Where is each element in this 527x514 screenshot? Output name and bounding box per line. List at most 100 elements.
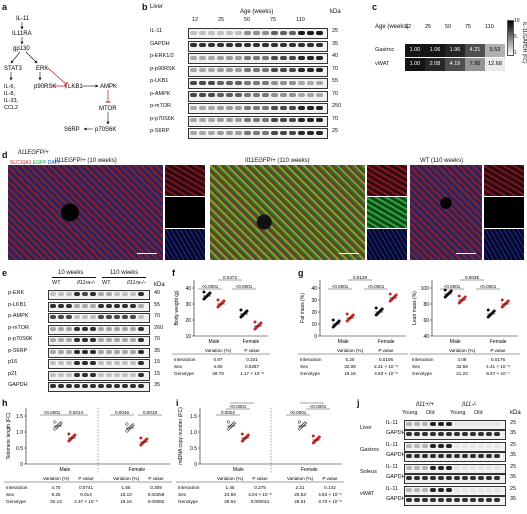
table-header: P value xyxy=(78,476,94,481)
blot-band xyxy=(114,315,120,319)
blot-band xyxy=(244,55,251,60)
d-inset-red-2 xyxy=(367,165,407,196)
j-kda: 35 xyxy=(510,474,517,480)
d-stain-b: EGFP xyxy=(32,160,47,166)
blot-band xyxy=(226,68,233,72)
table-header: P value xyxy=(244,348,260,353)
group-label: Male xyxy=(209,339,220,345)
blot-band xyxy=(122,315,128,319)
table-cell: 4.08 xyxy=(458,357,467,362)
y-tick-label: 20 xyxy=(311,310,317,316)
table-header: Variation (%) xyxy=(337,348,364,353)
blot-band xyxy=(414,454,420,458)
blot-band xyxy=(271,43,278,47)
blot-band xyxy=(253,30,260,35)
j-kda: 35 xyxy=(510,496,517,502)
data-point xyxy=(443,288,447,292)
table-cell: 0.0106 xyxy=(379,357,393,362)
blot-band xyxy=(199,93,206,97)
j-band-label: IL-11 xyxy=(386,420,399,426)
data-point xyxy=(457,294,461,298)
blot-band xyxy=(454,488,460,492)
blot-band xyxy=(217,43,224,47)
blot-band xyxy=(50,372,56,377)
panel-j-blot: Il11+/+ Il11-/- kDa Young Old Young Old Liv… xyxy=(360,402,525,512)
blot-band xyxy=(138,315,144,319)
blot-band xyxy=(494,432,500,436)
table-cell: 0.0287 xyxy=(245,364,259,369)
blot-band xyxy=(494,422,500,426)
blot-band xyxy=(208,68,215,72)
d-stain-c: DAPI xyxy=(47,160,60,166)
blot-band xyxy=(217,30,224,35)
node-il11: IL-11 xyxy=(16,16,30,22)
blot-band xyxy=(235,43,242,47)
e-row-label: p-S6RP xyxy=(8,347,28,354)
p-value: <0.0001 xyxy=(290,410,307,415)
panel-a-pathway: IL-11 IL11RA gp130 STAT3 ERK IL-6, IL-8, I… xyxy=(4,16,117,133)
blot-band xyxy=(494,488,500,492)
y-axis-label: Fat mass (%) xyxy=(300,293,306,323)
blot-band xyxy=(82,349,88,354)
blot-band xyxy=(226,118,233,122)
p-value: <0.0001 xyxy=(480,284,497,289)
data-point xyxy=(331,318,335,322)
blot-band xyxy=(446,454,452,458)
blot-band xyxy=(406,432,412,436)
data-point xyxy=(297,420,301,424)
y-tick-label: 30 xyxy=(185,302,191,308)
blot-band xyxy=(316,68,323,72)
panel-label-j: j xyxy=(357,398,360,408)
b-age-label: 25 xyxy=(218,17,225,23)
blot-band xyxy=(253,43,260,47)
panel-label-c: c xyxy=(372,2,378,12)
table-header: Variation (%) xyxy=(287,476,314,481)
blot-band xyxy=(217,118,224,122)
j-row-frame xyxy=(404,464,506,474)
blot-band xyxy=(422,444,428,448)
data-point xyxy=(345,319,349,323)
blot-band xyxy=(190,55,197,60)
blot-band xyxy=(82,338,88,342)
table-header: P value xyxy=(148,476,164,481)
panel-g-fat-plot: 40 30 20 10 0 Fat mass (%) Male Female <0.0001 <0… xyxy=(298,275,408,376)
table-cell: 4.04 × 10⁻⁶ xyxy=(248,492,272,497)
blot-band xyxy=(316,93,323,97)
blot-band xyxy=(106,361,112,365)
e-bracket-110w xyxy=(102,277,146,278)
panel-label-g: g xyxy=(298,268,304,278)
blot-band xyxy=(98,372,104,377)
c-age-label: 12 xyxy=(405,24,412,30)
blot-band xyxy=(307,80,314,85)
blot-band xyxy=(262,105,269,110)
blot-band xyxy=(307,43,314,47)
blot-band xyxy=(74,315,80,319)
blot-band xyxy=(253,55,260,60)
blot-band xyxy=(82,303,88,308)
e-row-frame xyxy=(48,336,150,346)
table-cell: 0.331 xyxy=(246,357,258,362)
blot-band xyxy=(478,476,484,480)
e-row-label: p16 xyxy=(8,359,18,365)
blot-band xyxy=(217,105,224,110)
j-row-frame xyxy=(404,442,506,452)
b-age-label: 110 xyxy=(296,17,305,23)
blot-band xyxy=(190,130,197,135)
y-tick-label: 0 xyxy=(20,462,23,468)
blot-band xyxy=(190,43,197,47)
panel-e-blot: 10 weeks 110 weeks kDa WT Il11ra-/- WT Il11… xyxy=(8,270,168,394)
group-label: Female xyxy=(378,339,395,345)
blot-band xyxy=(90,384,96,388)
blot-band xyxy=(66,315,72,319)
blot-band xyxy=(122,384,128,388)
y-tick-label: 0.5 xyxy=(190,446,197,452)
blot-band xyxy=(271,80,278,85)
d-inset-green-2 xyxy=(367,197,407,228)
e-kda: 260 xyxy=(154,324,164,331)
data-point xyxy=(226,420,230,424)
table-cell: Interaction xyxy=(174,357,196,362)
blot-band xyxy=(58,292,64,296)
blot-band xyxy=(138,361,144,365)
blot-band xyxy=(106,315,112,319)
blot-band xyxy=(486,422,492,426)
